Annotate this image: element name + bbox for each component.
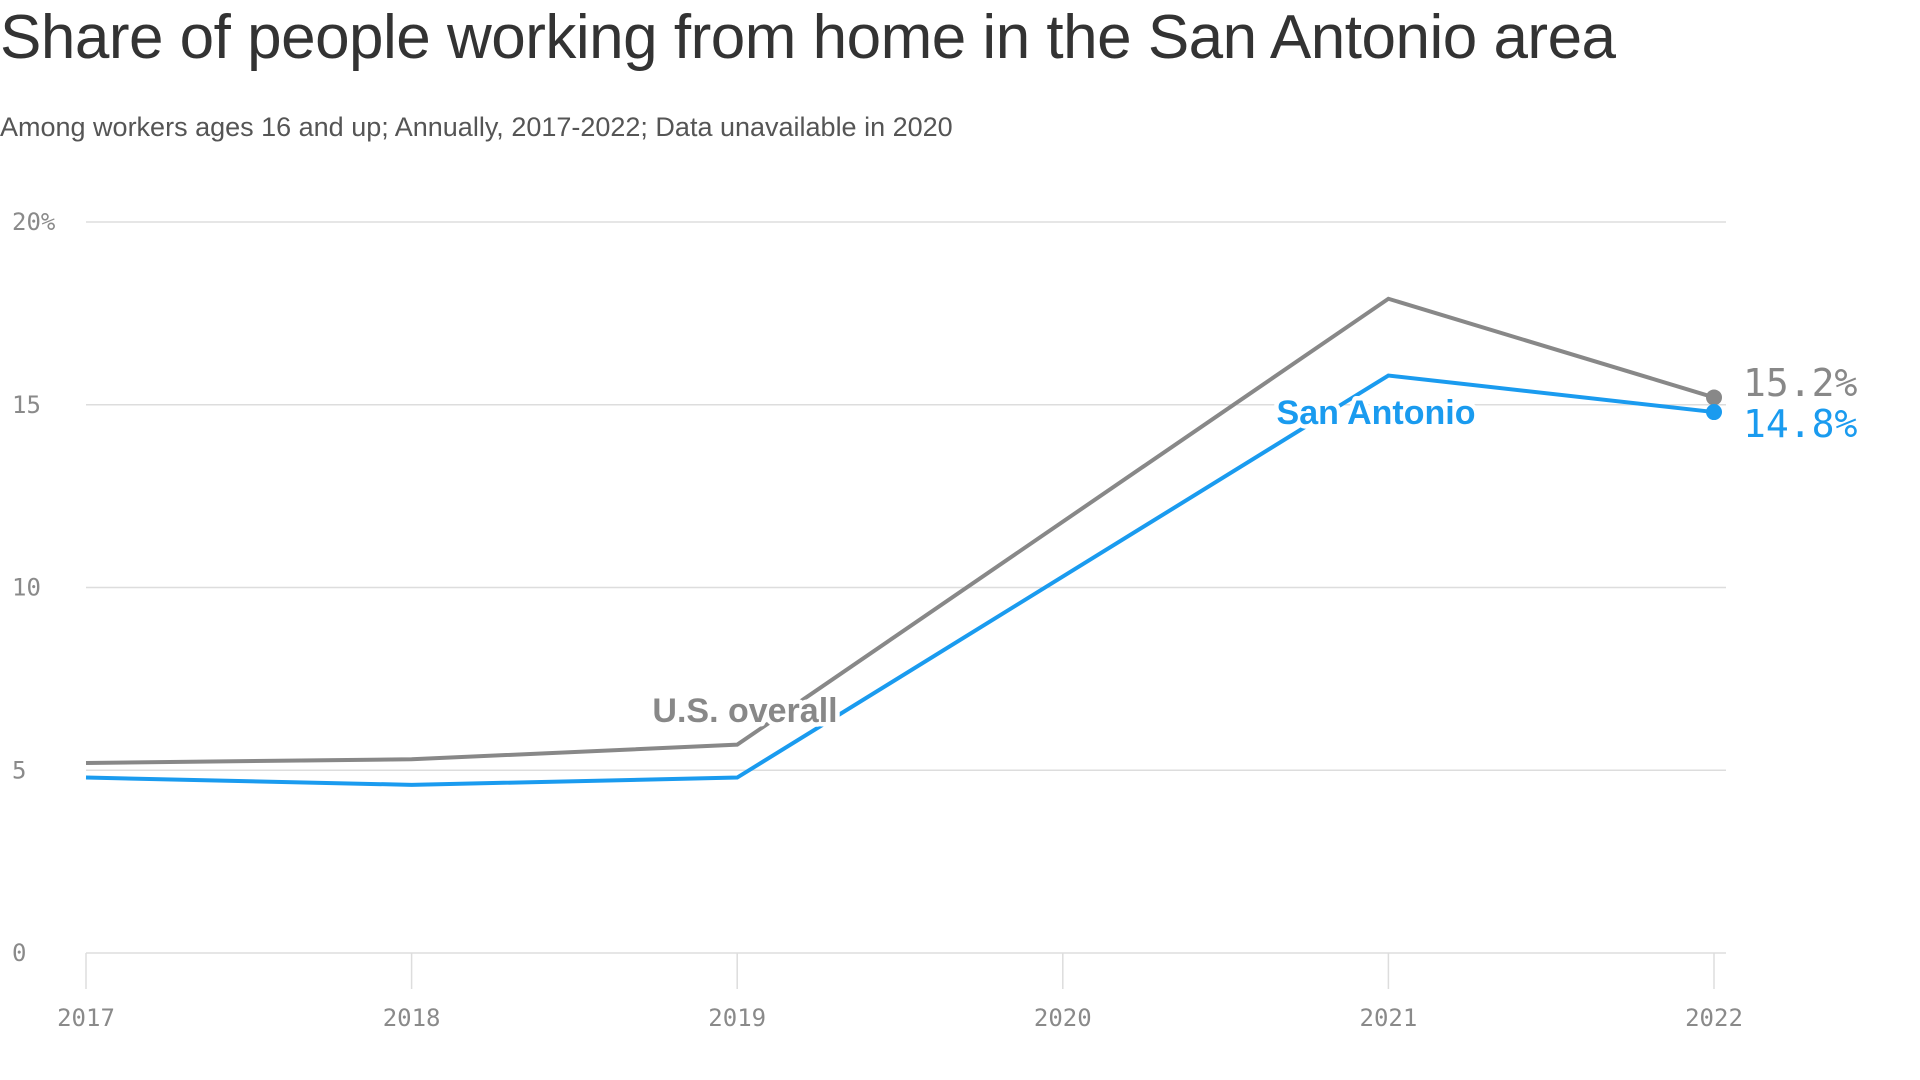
- y-tick-label: 0: [12, 939, 26, 967]
- series-name-label: San Antonio: [1277, 394, 1476, 432]
- x-tick-label: 2019: [708, 1004, 766, 1032]
- x-tick-label: 2022: [1685, 1004, 1743, 1032]
- gridlines: [86, 221, 1726, 954]
- series-name-label: U.S. overall: [652, 692, 837, 730]
- series-labels: U.S. overall San Antonio 15.2%14.8%: [648, 361, 1858, 735]
- y-tick-label: 20%: [12, 208, 56, 236]
- y-tick-label: 15: [12, 391, 41, 419]
- x-tick-label: 2017: [57, 1004, 115, 1032]
- series-line: [85, 373, 1715, 787]
- end-value-label: 15.2%: [1743, 361, 1858, 405]
- end-point: [1706, 404, 1722, 421]
- y-axis-ticks: 0 5 10 15 20%: [12, 208, 56, 967]
- x-tick-label: 2021: [1360, 1004, 1418, 1032]
- chart-subtitle: Among workers ages 16 and up; Annually, …: [0, 112, 953, 142]
- end-value-label: 14.8%: [1743, 402, 1858, 446]
- x-tick-label: 2020: [1034, 1004, 1092, 1032]
- chart-title: Share of people working from home in the…: [0, 3, 1616, 72]
- y-tick-label: 5: [12, 756, 26, 784]
- x-axis-ticks: 2017 2018 2019 2020 2021 2022: [57, 953, 1743, 1032]
- x-tick-label: 2018: [383, 1004, 441, 1032]
- y-tick-label: 10: [12, 574, 41, 602]
- series-line: [85, 296, 1715, 765]
- series-lines: [85, 296, 1722, 787]
- end-point: [1706, 389, 1722, 406]
